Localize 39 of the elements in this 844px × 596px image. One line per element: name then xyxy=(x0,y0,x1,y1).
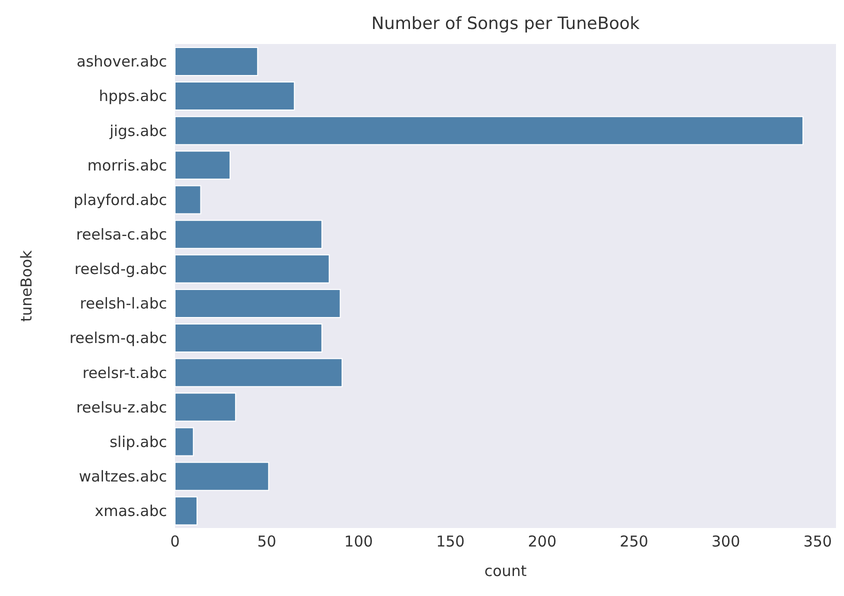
x-tick-label: 0 xyxy=(170,532,180,551)
x-tick-label: 150 xyxy=(436,532,465,551)
bar xyxy=(175,254,330,284)
x-tick-label: 200 xyxy=(528,532,557,551)
y-axis-title: tuneBook xyxy=(17,250,36,322)
bar xyxy=(175,392,236,422)
bar xyxy=(175,288,341,318)
y-tick-label: xmas.abc xyxy=(94,502,167,520)
x-axis-title: count xyxy=(484,562,527,580)
bar xyxy=(175,496,198,526)
bar xyxy=(175,150,231,180)
bar xyxy=(175,116,804,146)
bar xyxy=(175,324,322,353)
y-tick-label: reelsa-c.abc xyxy=(76,225,167,244)
y-tick-label: hpps.abc xyxy=(98,87,167,106)
y-tick-label: reelsu-z.abc xyxy=(76,398,167,416)
x-tick-label: 300 xyxy=(712,532,740,551)
y-tick-label: reelsm-q.abc xyxy=(69,329,167,348)
bar xyxy=(175,427,194,456)
x-tick-label: 100 xyxy=(344,532,373,551)
y-tick-label: morris.abc xyxy=(87,156,167,174)
bar xyxy=(175,462,270,491)
bar xyxy=(175,358,343,388)
chart-title: Number of Songs per TuneBook xyxy=(370,13,641,36)
bar xyxy=(175,185,202,214)
bar xyxy=(175,82,295,111)
bar xyxy=(175,46,258,76)
y-tick-label: slip.abc xyxy=(110,432,167,451)
x-tick-label: 350 xyxy=(803,532,832,551)
y-tick-label: reelsr-t.abc xyxy=(82,364,167,382)
y-tick-label: waltzes.abc xyxy=(78,467,167,486)
y-tick-label: jigs.abc xyxy=(108,122,167,140)
x-tick-label: 50 xyxy=(257,532,276,551)
bar xyxy=(175,220,322,249)
y-tick-label: playford.abc xyxy=(74,190,167,209)
x-tick-label: 250 xyxy=(620,532,648,551)
y-tick-label: reelsh-l.abc xyxy=(80,294,167,313)
y-tick-label: ashover.abc xyxy=(76,52,167,71)
y-tick-label: reelsd-g.abc xyxy=(74,260,167,278)
